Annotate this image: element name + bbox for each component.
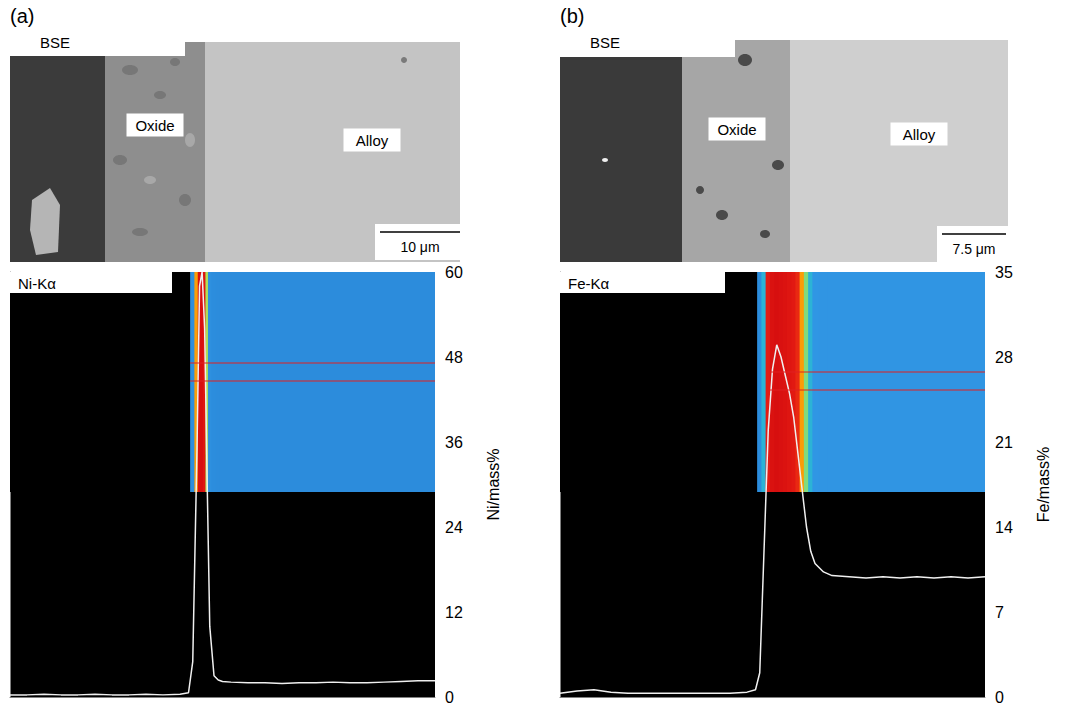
svg-text:14: 14 bbox=[995, 519, 1013, 536]
svg-text:7.5 μm: 7.5 μm bbox=[952, 241, 995, 257]
svg-text:BSE: BSE bbox=[40, 34, 70, 51]
svg-text:(a): (a) bbox=[10, 5, 34, 27]
svg-text:BSE: BSE bbox=[590, 34, 620, 51]
svg-text:Fe/mass%: Fe/mass% bbox=[1035, 447, 1052, 523]
svg-text:7: 7 bbox=[995, 604, 1004, 621]
svg-text:10 μm: 10 μm bbox=[400, 239, 439, 255]
svg-text:Alloy: Alloy bbox=[356, 132, 389, 149]
svg-text:48: 48 bbox=[445, 349, 463, 366]
svg-text:24: 24 bbox=[445, 519, 463, 536]
svg-text:60: 60 bbox=[445, 264, 463, 281]
svg-text:0: 0 bbox=[445, 689, 454, 706]
svg-text:Oxide: Oxide bbox=[135, 117, 174, 134]
svg-text:Oxide: Oxide bbox=[717, 121, 756, 138]
svg-text:36: 36 bbox=[445, 434, 463, 451]
svg-text:35: 35 bbox=[995, 264, 1013, 281]
svg-text:Ni-Kα: Ni-Kα bbox=[18, 275, 56, 292]
svg-text:Ni/mass%: Ni/mass% bbox=[485, 448, 502, 520]
svg-text:Fe-Kα: Fe-Kα bbox=[568, 275, 610, 292]
svg-text:21: 21 bbox=[995, 434, 1013, 451]
svg-text:Alloy: Alloy bbox=[903, 126, 936, 143]
svg-text:12: 12 bbox=[445, 604, 463, 621]
svg-text:28: 28 bbox=[995, 349, 1013, 366]
svg-text:(b): (b) bbox=[560, 5, 584, 27]
svg-text:0: 0 bbox=[995, 689, 1004, 706]
